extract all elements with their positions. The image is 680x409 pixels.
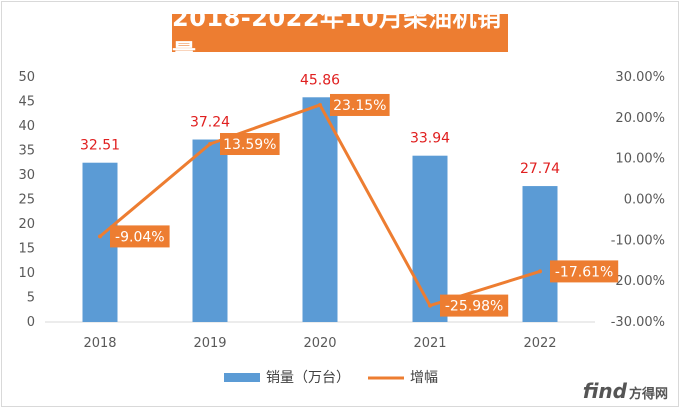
line-label-box bbox=[110, 225, 170, 248]
left-tick-label: 10 bbox=[18, 266, 35, 281]
right-tick-label: -10.00% bbox=[611, 233, 665, 248]
left-tick-label: 20 bbox=[18, 217, 35, 232]
watermark-cn: 方得网 bbox=[628, 387, 668, 402]
x-tick-label: 2019 bbox=[193, 336, 226, 351]
x-tick-label: 2022 bbox=[523, 336, 556, 351]
line-data-label: -25.98% bbox=[445, 299, 503, 315]
bar bbox=[412, 155, 448, 322]
line-point bbox=[318, 102, 322, 107]
left-tick-label: 30 bbox=[18, 168, 35, 183]
bar-data-label: 33.94 bbox=[410, 131, 450, 147]
legend-label-bar: 销量（万台） bbox=[266, 370, 350, 386]
right-tick-label: 30.00% bbox=[615, 70, 665, 85]
right-tick-label: -20.00% bbox=[611, 274, 665, 289]
left-tick-label: 50 bbox=[18, 70, 35, 85]
line-data-label: -9.04% bbox=[115, 229, 165, 245]
left-tick-label: 40 bbox=[18, 119, 35, 134]
line-point bbox=[98, 234, 102, 239]
line-label-box bbox=[220, 133, 280, 156]
legend-swatch-bar bbox=[224, 373, 260, 382]
bar bbox=[192, 139, 228, 322]
line-data-label: -17.61% bbox=[555, 264, 613, 280]
bar-data-label: 27.74 bbox=[520, 161, 560, 177]
left-tick-label: 5 bbox=[27, 291, 35, 306]
line-point bbox=[208, 142, 212, 147]
x-tick-label: 2018 bbox=[83, 336, 116, 351]
right-tick-label: 0.00% bbox=[624, 193, 665, 208]
left-tick-label: 15 bbox=[18, 242, 35, 257]
right-tick-label: 20.00% bbox=[615, 111, 665, 126]
bar bbox=[522, 186, 558, 322]
bar-data-label: 45.86 bbox=[300, 72, 340, 88]
legend-label-line: 增幅 bbox=[410, 370, 438, 386]
line-point bbox=[428, 303, 432, 308]
line-point bbox=[538, 269, 542, 274]
left-tick-label: 35 bbox=[18, 144, 35, 159]
left-tick-label: 0 bbox=[27, 315, 35, 330]
line-label-box bbox=[550, 260, 619, 283]
line-data-label: 23.15% bbox=[333, 98, 386, 114]
line-label-box bbox=[330, 93, 390, 116]
bar-data-label: 32.51 bbox=[80, 138, 120, 154]
x-tick-label: 2021 bbox=[413, 336, 446, 351]
watermark-text: find bbox=[582, 379, 627, 403]
bar-data-label: 37.24 bbox=[190, 115, 230, 131]
bar bbox=[302, 97, 338, 322]
watermark-logo: find 方得网 bbox=[583, 379, 668, 403]
left-tick-label: 45 bbox=[18, 95, 35, 110]
line-data-label: 13.59% bbox=[223, 137, 276, 153]
left-tick-label: 25 bbox=[18, 193, 35, 208]
right-tick-label: -30.00% bbox=[611, 315, 665, 330]
line-label-box bbox=[440, 294, 509, 317]
x-tick-label: 2020 bbox=[303, 336, 336, 351]
right-tick-label: 10.00% bbox=[615, 152, 665, 167]
